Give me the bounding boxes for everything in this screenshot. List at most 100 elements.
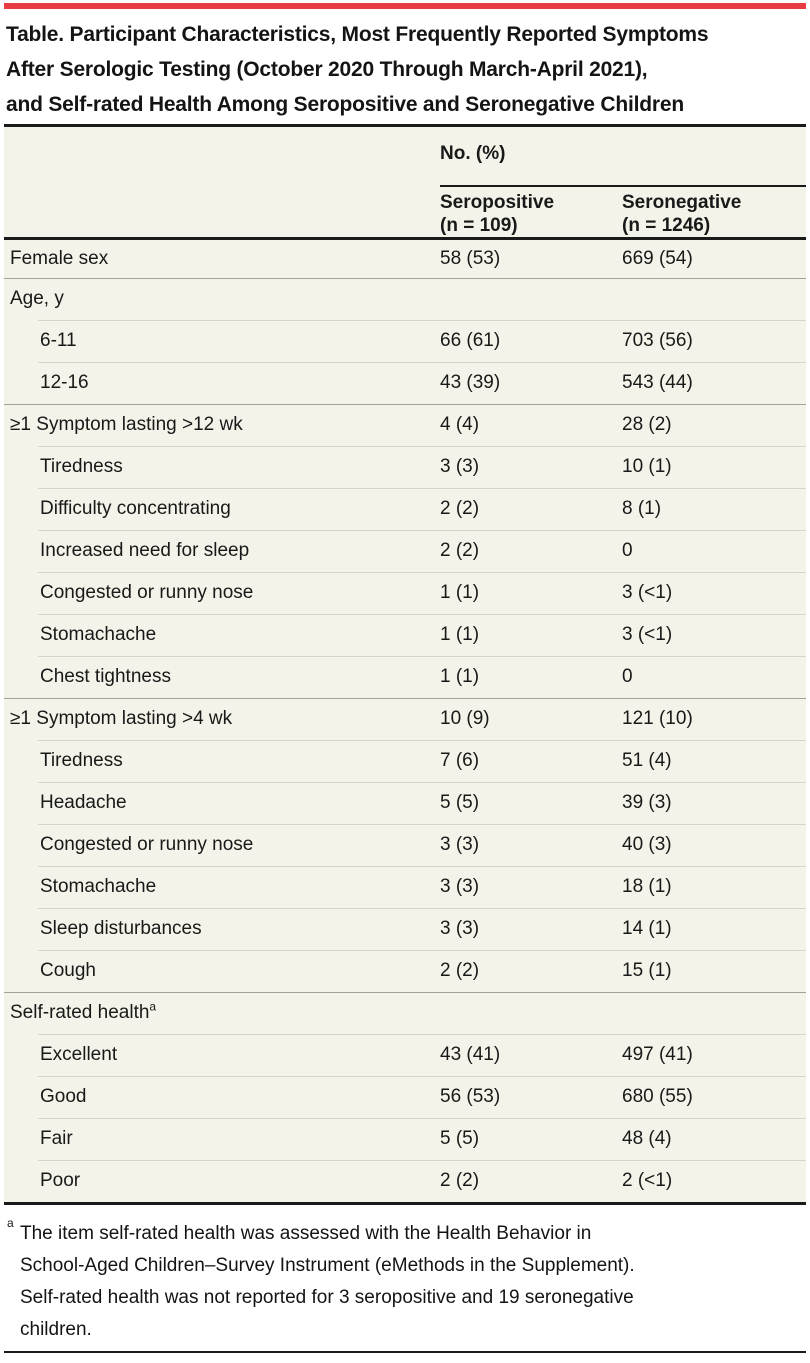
header-col-n: (n = 109) xyxy=(440,215,518,236)
row-label: Headache xyxy=(40,792,127,813)
table-row: Tiredness 3 (3) 10 (1) xyxy=(4,446,806,488)
cell-seropositive: 43 (39) xyxy=(440,372,501,393)
cell-seronegative: 8 (1) xyxy=(622,498,662,519)
table-row: Congested or runny nose 3 (3) 40 (3) xyxy=(4,824,806,866)
row-label: Excellent xyxy=(40,1044,118,1065)
header-col-name: Seronegative xyxy=(622,192,742,213)
table-row: Sleep disturbances 3 (3) 14 (1) xyxy=(4,908,806,950)
cell-seronegative: 3 (<1) xyxy=(622,624,673,645)
data-table: No. (%) Seropositive (n = 109) Seronegat… xyxy=(4,127,806,1202)
cell-seronegative: 10 (1) xyxy=(622,456,672,477)
header-col-stub xyxy=(4,191,430,237)
cell-seropositive: 3 (3) xyxy=(440,834,480,855)
header-col-seronegative: Seronegative (n = 1246) xyxy=(612,191,806,237)
table-row: Female sex 58 (53) 669 (54) xyxy=(4,240,806,278)
header-columns-row: Seropositive (n = 109) Seronegative (n =… xyxy=(4,187,806,237)
table-end-rule xyxy=(4,1202,806,1205)
table-row: 6-11 66 (61) 703 (56) xyxy=(4,320,806,362)
footnote-marker: a xyxy=(7,1216,14,1230)
table-row: 12-16 43 (39) 543 (44) xyxy=(4,362,806,404)
footnote-line: School-Aged Children–Survey Instrument (… xyxy=(20,1255,635,1276)
cell-seronegative: 3 (<1) xyxy=(622,582,673,603)
cell-seropositive: 4 (4) xyxy=(440,414,480,435)
row-divider xyxy=(4,992,806,993)
row-label: Difficulty concentrating xyxy=(40,498,231,519)
table-row: Increased need for sleep 2 (2) 0 xyxy=(4,530,806,572)
footnote: a The item self-rated health was assesse… xyxy=(4,1205,806,1346)
row-divider xyxy=(4,698,806,699)
title-line: Table. Participant Characteristics, Most… xyxy=(6,23,709,46)
cell-seropositive: 3 (3) xyxy=(440,876,480,897)
table-row: Good 56 (53) 680 (55) xyxy=(4,1076,806,1118)
row-divider xyxy=(38,572,806,573)
table-row: Cough 2 (2) 15 (1) xyxy=(4,950,806,992)
cell-seronegative: 0 xyxy=(622,540,633,561)
cell-seropositive: 58 (53) xyxy=(440,248,501,269)
table-body: Female sex 58 (53) 669 (54) Age, y 6-11 66 (6… xyxy=(4,240,806,1202)
row-divider xyxy=(38,656,806,657)
row-label: ≥1 Symptom lasting >4 wk xyxy=(10,708,233,729)
table-group-row: Self-rated healtha xyxy=(4,992,806,1034)
row-label: Self-rated healtha xyxy=(10,999,157,1023)
table-row: Difficulty concentrating 2 (2) 8 (1) xyxy=(4,488,806,530)
header-col-n: (n = 1246) xyxy=(622,215,711,236)
row-label: 6-11 xyxy=(40,330,77,351)
cell-seropositive: 2 (2) xyxy=(440,498,480,519)
cell-seronegative: 121 (10) xyxy=(622,708,693,729)
row-divider xyxy=(38,1160,806,1161)
cell-seronegative: 2 (<1) xyxy=(622,1170,673,1191)
row-divider xyxy=(38,530,806,531)
cell-seropositive: 1 (1) xyxy=(440,582,480,603)
cell-seropositive: 5 (5) xyxy=(440,1128,480,1149)
table-row: Poor 2 (2) 2 (<1) xyxy=(4,1160,806,1202)
cell-seropositive: 2 (2) xyxy=(440,540,480,561)
table-group-row: Age, y xyxy=(4,278,806,320)
cell-seropositive: 3 (3) xyxy=(440,456,480,477)
cell-seronegative: 40 (3) xyxy=(622,834,672,855)
table-row: Stomachache 1 (1) 3 (<1) xyxy=(4,614,806,656)
row-divider xyxy=(38,824,806,825)
row-divider xyxy=(38,446,806,447)
table-row: Fair 5 (5) 48 (4) xyxy=(4,1118,806,1160)
row-divider xyxy=(38,1076,806,1077)
row-divider xyxy=(38,488,806,489)
header-rule xyxy=(4,237,806,240)
cell-seronegative: 28 (2) xyxy=(622,414,672,435)
row-label: Cough xyxy=(40,960,96,981)
cell-seropositive: 1 (1) xyxy=(440,666,480,687)
row-divider xyxy=(38,950,806,951)
row-label: Tiredness xyxy=(40,750,123,771)
row-divider xyxy=(38,908,806,909)
row-label: Female sex xyxy=(10,248,109,269)
cell-seropositive: 10 (9) xyxy=(440,708,490,729)
cell-seronegative: 48 (4) xyxy=(622,1128,672,1149)
row-label: Poor xyxy=(40,1170,81,1191)
row-label: Age, y xyxy=(10,288,64,309)
row-label: ≥1 Symptom lasting >12 wk xyxy=(10,414,243,435)
cell-seronegative: 14 (1) xyxy=(622,918,672,939)
cell-seropositive: 1 (1) xyxy=(440,624,480,645)
table-header: No. (%) Seropositive (n = 109) Seronegat… xyxy=(4,127,806,240)
row-divider xyxy=(4,278,806,279)
row-label: Increased need for sleep xyxy=(40,540,250,561)
row-label: 12-16 xyxy=(40,372,89,393)
cell-seronegative: 18 (1) xyxy=(622,876,672,897)
column-group-label: No. (%) xyxy=(440,127,806,187)
cell-seropositive: 2 (2) xyxy=(440,1170,480,1191)
title-rule xyxy=(4,124,806,127)
cell-seronegative: 703 (56) xyxy=(622,330,693,351)
cell-seropositive: 2 (2) xyxy=(440,960,480,981)
bottom-rule xyxy=(4,1351,806,1353)
row-label: Congested or runny nose xyxy=(40,582,254,603)
row-label: Fair xyxy=(40,1128,73,1149)
footnote-line: children. xyxy=(20,1319,92,1340)
footnote-line: The item self-rated health was assessed … xyxy=(20,1223,592,1244)
row-divider xyxy=(38,866,806,867)
cell-seropositive: 43 (41) xyxy=(440,1044,501,1065)
table-row: Tiredness 7 (6) 51 (4) xyxy=(4,740,806,782)
header-col-name: Seropositive xyxy=(440,192,555,213)
row-label: Stomachache xyxy=(40,624,157,645)
row-divider xyxy=(38,1034,806,1035)
cell-seronegative: 39 (3) xyxy=(622,792,672,813)
